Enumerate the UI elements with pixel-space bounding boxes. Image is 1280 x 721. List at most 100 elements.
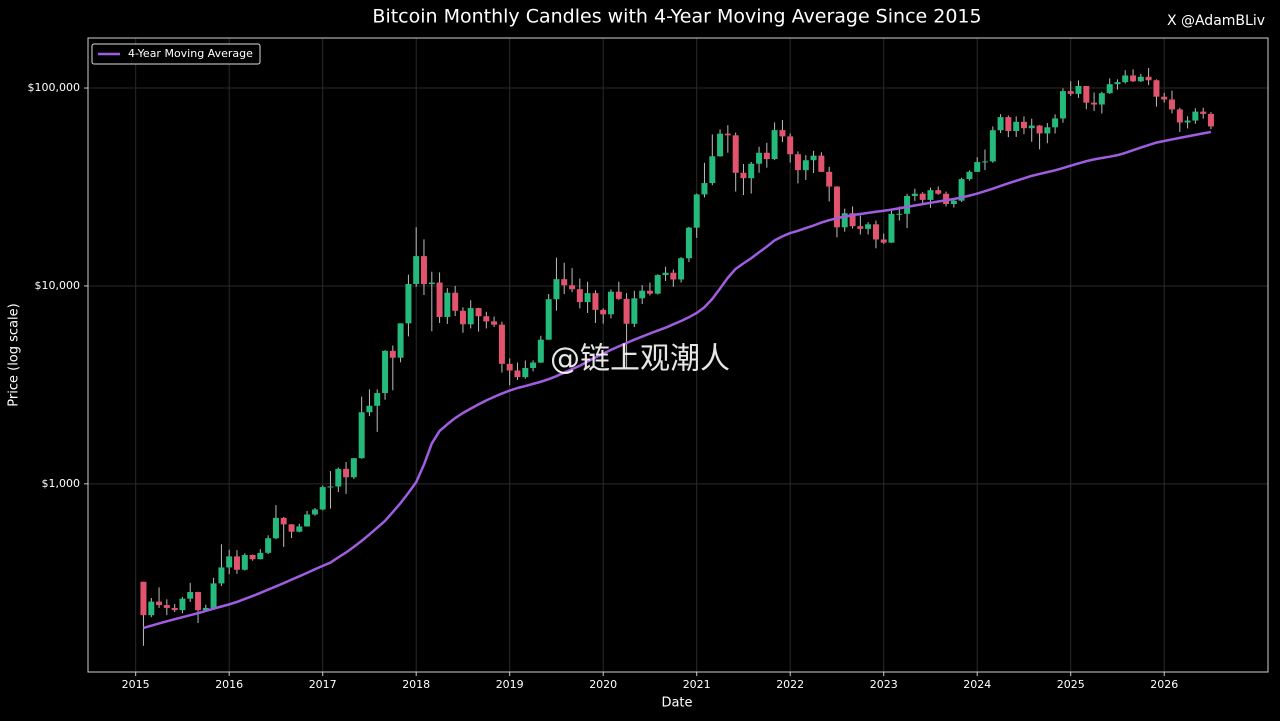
x-tick-label: 2020 (589, 678, 617, 691)
legend: 4-Year Moving Average (91, 43, 261, 65)
candle-body (545, 299, 552, 340)
candle-body (623, 298, 630, 324)
x-tick-label: 2019 (496, 678, 524, 691)
candle-body (1137, 76, 1144, 82)
x-tick-label: 2016 (215, 678, 243, 691)
candle-body (787, 136, 794, 155)
candle-body (491, 321, 498, 325)
candle-body (600, 309, 607, 315)
candle-body (405, 283, 412, 324)
candle-body (452, 292, 459, 311)
candle-body (163, 605, 170, 608)
candle-body (358, 412, 365, 459)
candle-body (428, 282, 435, 285)
candle-body (1168, 99, 1175, 110)
x-tick-label: 2015 (122, 678, 150, 691)
y-axis-label: Price (log scale) (7, 303, 22, 406)
candle-body (366, 405, 373, 413)
x-axis-label: Date (661, 696, 692, 711)
candle-body (218, 567, 225, 584)
candle-body (1192, 111, 1199, 121)
candle-body (1153, 80, 1160, 97)
candle-body (506, 363, 513, 371)
candle-body (335, 468, 342, 487)
candle-body (576, 289, 583, 303)
candle-body (841, 213, 848, 228)
candle-body (389, 350, 396, 358)
candle-body (1106, 84, 1113, 94)
x-tick-label: 2026 (1150, 678, 1178, 691)
candle-body (420, 256, 427, 285)
legend-label: 4-Year Moving Average (128, 47, 253, 60)
candle-body (693, 194, 700, 228)
legend-box (91, 43, 261, 65)
candle-body (467, 308, 474, 325)
candle-body (709, 156, 716, 184)
candle-body (459, 310, 466, 325)
candle-body (561, 279, 568, 286)
moving-average-line (143, 130, 1212, 630)
x-tick-label: 2025 (1057, 678, 1085, 691)
candle-body (1122, 75, 1129, 83)
candle-body (1028, 125, 1035, 129)
candle-body (756, 152, 763, 164)
candle-body (156, 601, 163, 606)
candle-body (607, 291, 614, 315)
candle-body (911, 193, 918, 196)
candle-body (483, 316, 490, 322)
candle-body (1005, 117, 1012, 132)
candle-body (974, 162, 981, 172)
candle-body (717, 133, 724, 157)
candle-body (140, 581, 147, 616)
candle-body (896, 213, 903, 215)
candle-body (233, 556, 240, 570)
candle-body (631, 298, 638, 324)
candle-body (763, 152, 770, 160)
candle-body (592, 293, 599, 310)
y-tick-label: $100,000 (28, 81, 81, 94)
candle-body (553, 279, 560, 300)
candle-body (537, 339, 544, 363)
candle-body (794, 154, 801, 171)
candle-body (475, 308, 482, 317)
candle-body (397, 323, 404, 358)
candle-body (436, 282, 443, 317)
candle-body (241, 554, 248, 570)
candle-body (343, 468, 350, 478)
candle-body (249, 554, 256, 560)
candle-body (865, 224, 872, 229)
candle-body (569, 285, 576, 290)
candle-body (880, 239, 887, 243)
candle-body (327, 486, 334, 488)
candle-body (989, 130, 996, 162)
candle-body (226, 556, 233, 568)
candle-body (826, 171, 833, 187)
candle-body (265, 538, 272, 553)
candle-body (997, 117, 1004, 131)
x-tick-label: 2024 (963, 678, 991, 691)
candle-body (966, 171, 973, 180)
candle-body (1091, 102, 1098, 105)
candle-body (1013, 121, 1020, 132)
candle-body (374, 393, 381, 406)
candle-body (514, 370, 521, 378)
candle-body (280, 517, 287, 525)
candle-body (413, 256, 420, 284)
attribution: X @AdamBLiv (1167, 13, 1265, 29)
candle-body (1020, 121, 1027, 129)
candle-body (311, 509, 318, 515)
candle-body (382, 350, 389, 394)
candle-body (904, 195, 911, 214)
candle-body (584, 293, 591, 303)
y-tick-label: $10,000 (35, 279, 81, 292)
candle-body (935, 190, 942, 194)
candle-body (833, 186, 840, 228)
y-tick-label: $1,000 (42, 477, 81, 490)
candle-body (1067, 91, 1074, 94)
candle-body (810, 155, 817, 161)
candle-body (748, 163, 755, 179)
candle-body (615, 291, 622, 299)
candle-body (1161, 96, 1168, 100)
candle-body (639, 290, 646, 299)
